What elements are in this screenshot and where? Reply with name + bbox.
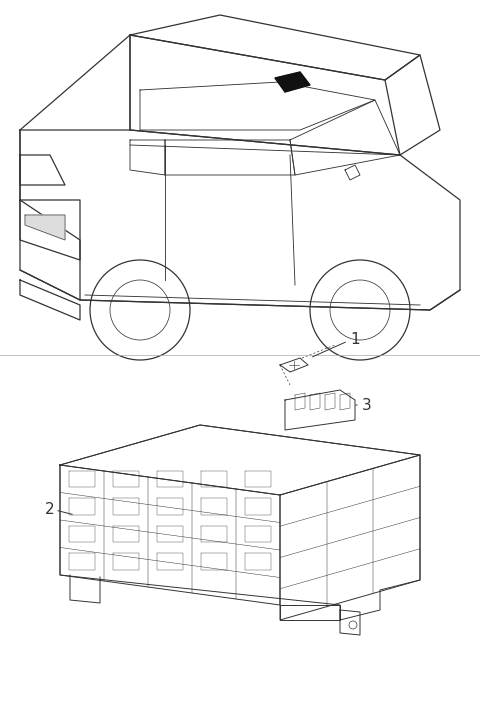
Polygon shape <box>25 215 65 240</box>
Text: 2: 2 <box>45 503 55 517</box>
Polygon shape <box>275 72 310 92</box>
Text: 3: 3 <box>362 397 372 413</box>
Text: 1: 1 <box>350 333 360 347</box>
